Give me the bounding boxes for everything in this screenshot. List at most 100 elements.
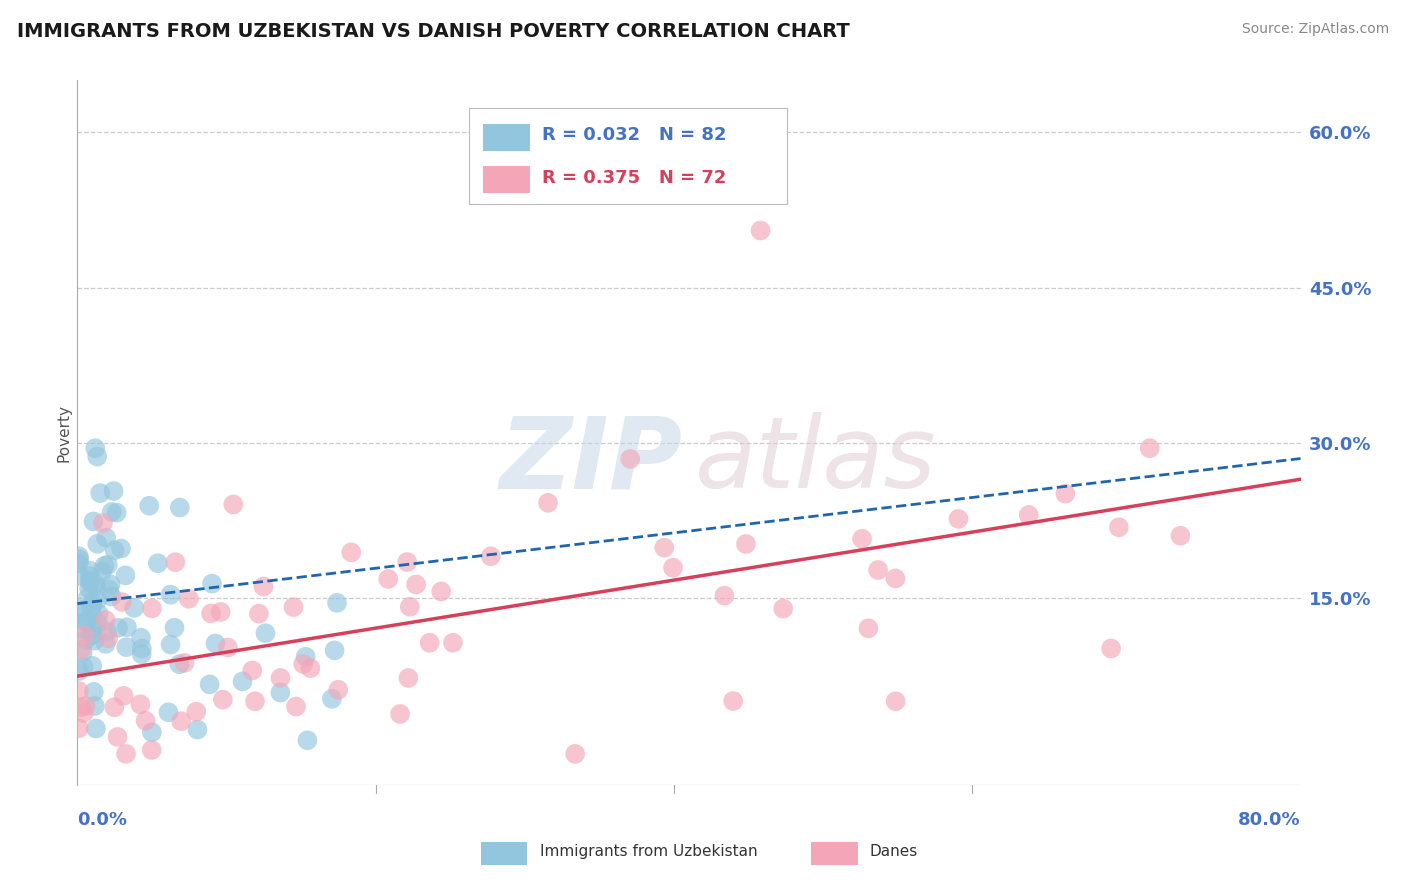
Point [419, 636, 441, 650]
Point [662, 560, 685, 574]
Point [285, 699, 308, 714]
Point [138, 499, 160, 513]
Point [84, 576, 107, 591]
FancyBboxPatch shape [481, 842, 527, 864]
Point [479, 549, 502, 564]
Text: Source: ZipAtlas.com: Source: ZipAtlas.com [1241, 22, 1389, 37]
Point [858, 621, 880, 635]
Point [67, 664, 90, 678]
Point [222, 498, 245, 512]
Point [79, 569, 101, 583]
Point [79, 575, 101, 590]
Point [243, 694, 266, 708]
FancyBboxPatch shape [811, 842, 858, 864]
FancyBboxPatch shape [484, 166, 530, 193]
Point [173, 656, 195, 670]
Point [115, 640, 138, 655]
Point [112, 689, 135, 703]
Point [83, 621, 105, 635]
Point [389, 706, 412, 721]
Point [721, 694, 744, 708]
Point [114, 568, 136, 582]
Point [86, 537, 108, 551]
Point [177, 591, 200, 606]
Point [129, 698, 152, 712]
Point [198, 677, 221, 691]
Point [83, 633, 105, 648]
Point [73, 602, 96, 616]
Point [69, 569, 91, 583]
Point [377, 572, 399, 586]
Point [328, 682, 350, 697]
Point [231, 674, 253, 689]
Point [163, 621, 186, 635]
Point [70, 606, 93, 620]
Point [94, 637, 117, 651]
Point [110, 541, 132, 556]
Point [79, 574, 101, 588]
Point [67, 549, 90, 564]
Point [772, 601, 794, 615]
Point [75, 698, 97, 713]
Point [72, 706, 94, 720]
Point [749, 223, 772, 237]
Text: 0.0%: 0.0% [77, 811, 128, 829]
Point [884, 694, 907, 708]
Point [204, 636, 226, 650]
Point [86, 450, 108, 464]
Point [884, 571, 907, 585]
Point [97, 558, 120, 572]
Point [82, 594, 104, 608]
Point [851, 532, 873, 546]
Point [122, 600, 145, 615]
Point [72, 660, 94, 674]
Point [217, 640, 239, 655]
Point [211, 692, 233, 706]
Point [321, 691, 343, 706]
Point [323, 643, 346, 657]
Text: R = 0.375   N = 72: R = 0.375 N = 72 [543, 169, 727, 186]
Point [101, 505, 124, 519]
Point [141, 601, 163, 615]
Point [340, 545, 363, 559]
Point [105, 506, 128, 520]
Point [398, 599, 420, 614]
Point [84, 722, 107, 736]
Point [713, 589, 735, 603]
Point [84, 579, 107, 593]
Point [107, 730, 129, 744]
Point [209, 605, 232, 619]
Point [75, 615, 97, 629]
Point [186, 705, 208, 719]
Point [104, 543, 127, 558]
Point [396, 671, 419, 685]
Text: R = 0.032   N = 82: R = 0.032 N = 82 [543, 127, 727, 145]
Point [72, 645, 94, 659]
Point [948, 512, 970, 526]
Point [169, 500, 191, 515]
Text: atlas: atlas [695, 412, 936, 509]
Point [252, 579, 274, 593]
Point [79, 564, 101, 578]
Point [299, 661, 322, 675]
Point [292, 657, 315, 671]
Point [97, 631, 120, 645]
Point [131, 647, 153, 661]
Point [186, 723, 208, 737]
Point [94, 531, 117, 545]
Point [200, 607, 222, 621]
Point [87, 616, 110, 631]
Point [441, 636, 464, 650]
Point [254, 626, 277, 640]
Point [96, 624, 118, 639]
Point [87, 607, 110, 621]
Point [619, 452, 641, 467]
Point [141, 743, 163, 757]
Point [159, 638, 181, 652]
Point [80, 607, 103, 621]
Point [201, 576, 224, 591]
Point [80, 600, 103, 615]
Point [1108, 520, 1130, 534]
Point [75, 632, 97, 647]
Point [89, 486, 111, 500]
